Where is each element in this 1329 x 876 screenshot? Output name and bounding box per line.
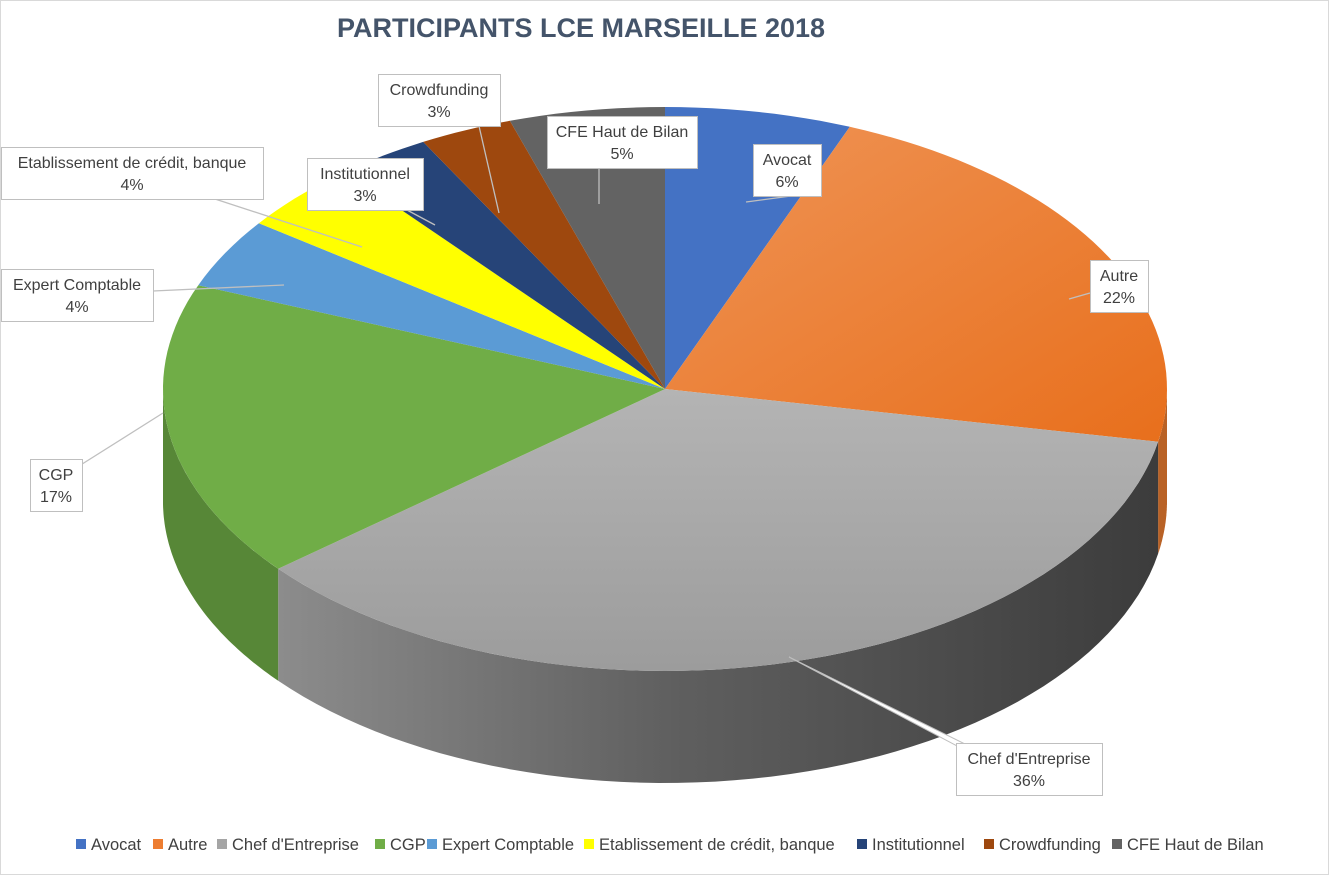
data-label-box: [956, 743, 1103, 796]
leader-line-institutionnel: [406, 209, 436, 226]
data-label-category: Etablissement de crédit, banque: [18, 155, 247, 172]
data-label-value: 36%: [1013, 773, 1045, 790]
legend-swatch: [857, 839, 867, 849]
slice-chef-d-entreprise: [278, 389, 1159, 671]
data-label-value: 17%: [40, 489, 72, 506]
data-label-chef-d-entreprise: Chef d'Entreprise 36%: [956, 743, 1103, 796]
data-labels: Avocat 6% Autre 22% Chef d'Entreprise 36% CGP 1…: [1, 74, 1149, 796]
legend-swatch: [76, 839, 86, 849]
legend-label: Avocat: [91, 836, 142, 854]
legend-swatch: [984, 839, 994, 849]
slice-etablissement-de-credit-banque: [258, 171, 665, 389]
chart-title: PARTICIPANTS LCE MARSEILLE 2018: [337, 13, 825, 43]
leader-line-expert-comptable: [152, 284, 285, 292]
data-label-institutionnel: Institutionnel 3%: [307, 158, 424, 211]
data-label-box: [547, 116, 698, 169]
data-label-etablissement-de-credit-banque: Etablissement de crédit, banque 4%: [1, 147, 264, 200]
slice-expert-comptable: [198, 223, 666, 389]
legend-item-institutionnel: Institutionnel: [857, 836, 965, 854]
data-label-expert-comptable: Expert Comptable 4%: [1, 269, 154, 322]
slice-cgp: [163, 285, 665, 569]
slice-cfe-haut-de-bilan: [509, 107, 665, 389]
data-label-category: Avocat: [763, 152, 812, 169]
legend-swatch: [1112, 839, 1122, 849]
pie-slices: [163, 107, 1167, 671]
slice-autre: [665, 126, 1167, 442]
data-label-box: [378, 74, 501, 127]
legend-swatch: [375, 839, 385, 849]
data-label-category: Chef d'Entreprise: [967, 751, 1090, 768]
data-label-value: 4%: [120, 177, 143, 194]
data-label-box: [1090, 260, 1149, 313]
slice-institutionnel: [345, 141, 665, 389]
data-label-value: 22%: [1103, 290, 1135, 307]
data-label-box: [30, 459, 83, 512]
legend-label: Chef d'Entreprise: [232, 836, 359, 854]
data-label-value: 4%: [65, 299, 88, 316]
legend-label: CGP: [390, 836, 426, 854]
legend-swatch: [427, 839, 437, 849]
legend-swatch: [584, 839, 594, 849]
leader-line-etablissement-de-credit-banque: [214, 198, 363, 248]
leader-line-crowdfunding: [478, 125, 500, 214]
data-label-value: 3%: [427, 104, 450, 121]
data-label-cgp: CGP 17%: [30, 459, 83, 512]
legend-item-autre: Autre: [153, 836, 207, 854]
legend-item-etablissement-de-credit-banque: Etablissement de crédit, banque: [584, 836, 835, 854]
slice-crowdfunding: [423, 120, 665, 390]
data-label-category: Expert Comptable: [13, 277, 141, 294]
data-label-category: Crowdfunding: [390, 82, 489, 99]
side-face-cgp: [163, 389, 279, 681]
data-label-category: Autre: [1100, 268, 1138, 285]
legend-label: Crowdfunding: [999, 836, 1101, 854]
data-label-category: CFE Haut de Bilan: [556, 124, 689, 141]
data-label-box: [1, 147, 264, 200]
data-label-category: Institutionnel: [320, 166, 410, 183]
data-label-box: [1, 269, 154, 322]
data-label-crowdfunding: Crowdfunding 3%: [378, 74, 501, 127]
legend-item-chef-d-entreprise: Chef d'Entreprise: [217, 836, 359, 854]
legend-item-avocat: Avocat: [76, 836, 142, 854]
data-label-autre: Autre 22%: [1090, 260, 1149, 313]
data-label-value: 5%: [610, 146, 633, 163]
legend-swatch: [217, 839, 227, 849]
side-face-chef-d-entreprise: [278, 441, 1159, 783]
legend-swatch: [153, 839, 163, 849]
legend-item-expert-comptable: Expert Comptable: [427, 836, 574, 854]
legend-label: CFE Haut de Bilan: [1127, 836, 1264, 854]
legend-label: Etablissement de crédit, banque: [599, 836, 835, 854]
pie-side-faces: [163, 389, 1167, 783]
data-label-box: [753, 144, 822, 197]
legend-label: Autre: [168, 836, 207, 854]
data-label-box: [307, 158, 424, 211]
legend-label: Institutionnel: [872, 836, 965, 854]
legend: Avocat Autre Chef d'Entreprise CGP Expert Co…: [76, 836, 1264, 854]
data-label-avocat: Avocat 6%: [753, 144, 822, 197]
data-label-category: CGP: [39, 467, 74, 484]
leader-line-cgp: [78, 412, 164, 467]
data-label-cfe-haut-de-bilan: CFE Haut de Bilan 5%: [547, 116, 698, 169]
side-face-autre: [1158, 389, 1167, 554]
legend-item-cfe-haut-de-bilan: CFE Haut de Bilan: [1112, 836, 1264, 854]
legend-item-crowdfunding: Crowdfunding: [984, 836, 1101, 854]
data-label-value: 6%: [775, 174, 798, 191]
data-label-value: 3%: [353, 188, 376, 205]
leader-line-autre: [1068, 292, 1091, 300]
legend-label: Expert Comptable: [442, 836, 574, 854]
legend-item-cgp: CGP: [375, 836, 426, 854]
